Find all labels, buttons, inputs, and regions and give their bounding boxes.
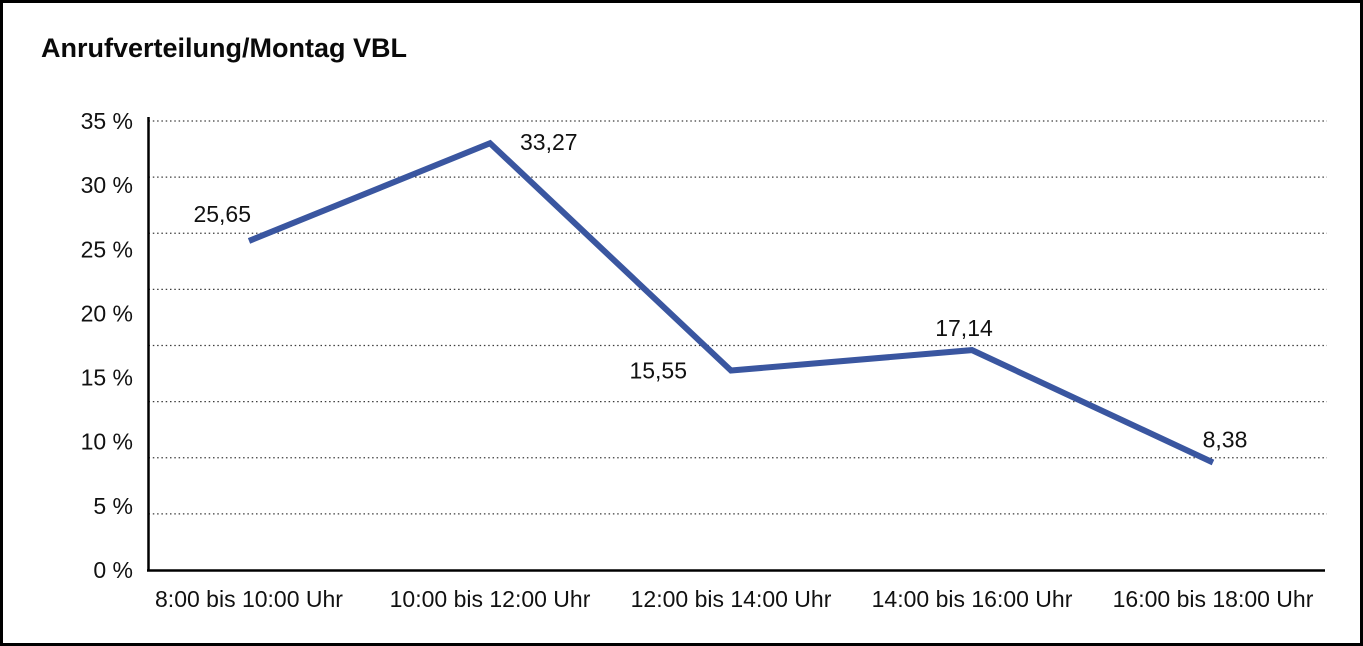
y-axis-tick-label: 25 % bbox=[81, 236, 133, 262]
line-chart: 35 % 30 % 25 % 20 % 15 % 10 % 5 % 0 % 8:00 bis 1… bbox=[81, 108, 1327, 612]
y-axis-tick-label: 30 % bbox=[81, 172, 133, 198]
y-axis-tick-label: 0 % bbox=[93, 557, 133, 583]
data-label: 8,38 bbox=[1203, 426, 1248, 452]
y-axis-tick-label: 10 % bbox=[81, 429, 133, 455]
chart-title: Anrufverteilung/Montag VBL bbox=[41, 33, 407, 63]
data-label: 25,65 bbox=[193, 201, 251, 227]
data-line bbox=[247, 139, 1215, 466]
x-axis-tick-label: 8:00 bis 10:00 Uhr bbox=[155, 586, 343, 612]
data-label: 15,55 bbox=[629, 358, 687, 384]
x-axis-tick-label: 16:00 bis 18:00 Uhr bbox=[1113, 586, 1314, 612]
y-axis-tick-label: 5 % bbox=[93, 493, 133, 519]
x-axis-tick-label: 14:00 bis 16:00 Uhr bbox=[872, 586, 1073, 612]
y-axis-tick-label: 15 % bbox=[81, 365, 133, 391]
data-label: 33,27 bbox=[520, 129, 578, 155]
x-axis-tick-label: 12:00 bis 14:00 Uhr bbox=[631, 586, 832, 612]
data-label: 17,14 bbox=[935, 315, 993, 341]
y-axis-tick-label: 35 % bbox=[81, 108, 133, 134]
x-axis-tick-label: 10:00 bis 12:00 Uhr bbox=[390, 586, 591, 612]
y-axis-tick-label: 20 % bbox=[81, 300, 133, 326]
